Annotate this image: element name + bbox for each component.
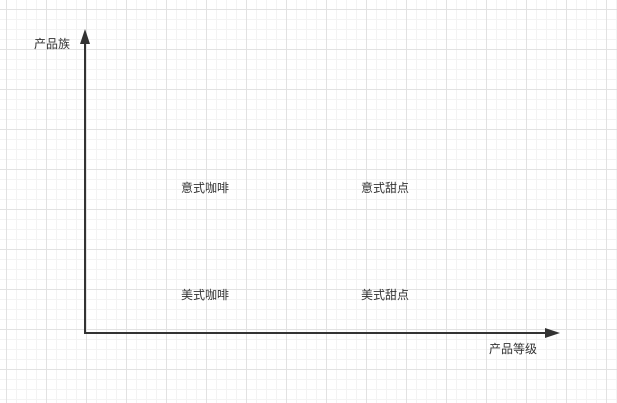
x-axis-arrowhead	[545, 328, 560, 338]
cell-label-italian-coffee: 意式咖啡	[180, 181, 230, 195]
cell-label-american-dessert: 美式甜点	[360, 288, 410, 302]
cell-label-italian-dessert: 意式甜点	[360, 181, 410, 195]
y-axis-arrowhead	[80, 29, 90, 44]
cell-label-american-coffee: 美式咖啡	[180, 288, 230, 302]
x-axis-label: 产品等级	[489, 342, 538, 356]
y-axis-label: 产品族	[34, 37, 71, 51]
